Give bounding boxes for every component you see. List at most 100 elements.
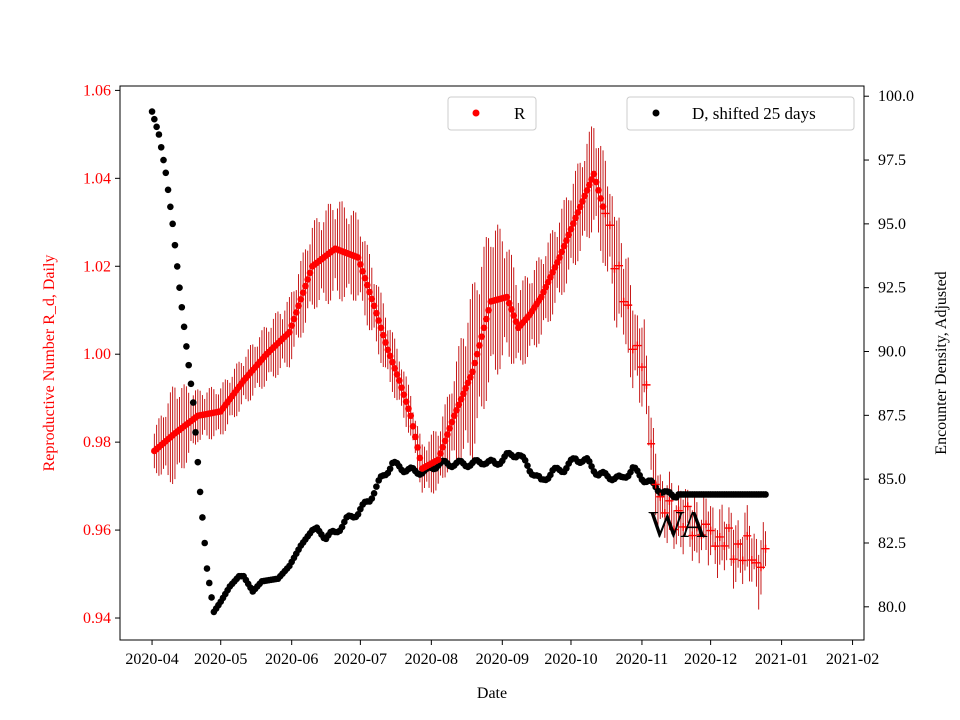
y-right-tick-label: 95.0	[878, 216, 906, 233]
x-tick-label: 2020-09	[476, 651, 529, 668]
r-point	[359, 267, 366, 275]
legend-d-label: D, shifted 25 days	[692, 104, 816, 123]
r-point	[357, 261, 364, 268]
y-left-tick-label: 0.94	[83, 610, 111, 627]
r-point	[455, 401, 463, 409]
r-point	[366, 288, 373, 296]
y-left-tick-label: 1.06	[83, 82, 111, 99]
r-point	[633, 341, 642, 350]
d-point	[153, 123, 160, 131]
legend-r-marker	[472, 109, 480, 117]
r-point	[377, 324, 385, 332]
r-point	[553, 259, 561, 266]
r-point	[542, 283, 550, 291]
r-point	[462, 384, 469, 392]
r-point	[434, 456, 442, 464]
r-point	[581, 192, 589, 200]
r-point	[569, 220, 577, 227]
d-point	[205, 579, 213, 587]
r-point	[437, 450, 444, 457]
r-point	[480, 324, 488, 332]
y-right-tick-label: 97.5	[878, 152, 906, 169]
d-point	[192, 429, 199, 436]
r-point	[674, 506, 683, 515]
y-left-tick-label: 0.98	[83, 434, 111, 451]
r-point	[398, 384, 405, 391]
r-point	[702, 520, 711, 529]
x-axis-label: Date	[477, 685, 507, 702]
r-point	[651, 480, 660, 489]
r-point	[544, 278, 552, 286]
r-point	[756, 563, 765, 572]
d-point	[196, 488, 204, 496]
x-tick-label: 2020-05	[194, 651, 247, 668]
y-right-tick-label: 85.0	[878, 471, 906, 488]
r-point	[688, 531, 697, 540]
r-point	[384, 346, 392, 354]
r-point	[660, 508, 669, 517]
r-point	[304, 276, 312, 283]
r-point	[692, 523, 701, 532]
r-point	[747, 556, 756, 565]
r-point	[615, 261, 624, 270]
r-point	[752, 558, 761, 567]
x-tick-label: 2020-12	[684, 651, 737, 668]
d-point	[338, 523, 346, 531]
r-point	[724, 524, 733, 533]
r-point	[382, 339, 389, 346]
r-point	[466, 373, 474, 381]
d-point	[183, 343, 190, 350]
d-point	[148, 108, 156, 115]
d-point	[169, 220, 176, 228]
r-point	[590, 170, 598, 178]
legend-d[interactable]: D, shifted 25 days	[626, 96, 855, 131]
r-point	[706, 526, 715, 535]
r-point	[583, 187, 591, 194]
y-axis-right: 80.0 82.5 85.0 87.5 90.0 92.5 95.0 97.5 100.0	[864, 88, 914, 616]
r-point	[416, 454, 424, 462]
r-point	[302, 282, 309, 290]
x-tick-label: 2020-11	[616, 651, 669, 668]
d-point	[173, 263, 181, 270]
r-series	[151, 170, 770, 572]
r-point	[448, 418, 456, 426]
r-point	[444, 431, 451, 438]
r-point	[295, 302, 302, 310]
r-point	[601, 209, 610, 218]
r-point	[647, 439, 656, 448]
d-point	[164, 186, 172, 194]
r-point	[605, 221, 614, 230]
r-point	[665, 496, 674, 505]
d-point	[585, 458, 593, 465]
d-point	[185, 361, 192, 369]
r-point	[409, 423, 417, 430]
legend-r[interactable]: R	[447, 96, 537, 131]
d-point	[762, 491, 769, 498]
r-point	[446, 425, 453, 432]
x-tick-label: 2020-08	[405, 651, 458, 668]
r-point	[743, 531, 752, 540]
r-point	[297, 295, 305, 303]
d-point	[167, 203, 174, 211]
legend-d-marker	[652, 109, 660, 117]
r-point	[299, 289, 307, 296]
r-point	[450, 412, 458, 420]
r-point	[407, 412, 415, 420]
d-point	[199, 514, 206, 521]
r-point	[551, 264, 559, 271]
r-point	[558, 248, 566, 256]
d-point	[194, 458, 202, 466]
legend-r-label: R	[514, 104, 526, 123]
r-point	[738, 556, 747, 565]
r-point	[619, 297, 628, 306]
r-point	[549, 269, 556, 276]
r-point	[393, 371, 401, 378]
x-tick-label: 2020-06	[265, 651, 318, 668]
r-point	[290, 315, 298, 323]
y-axis-left-label: Reproductive Number R_d, Daily	[41, 255, 58, 472]
d-point	[171, 241, 179, 249]
r-point	[457, 395, 465, 403]
r-point	[368, 295, 376, 303]
r-point	[508, 306, 515, 313]
